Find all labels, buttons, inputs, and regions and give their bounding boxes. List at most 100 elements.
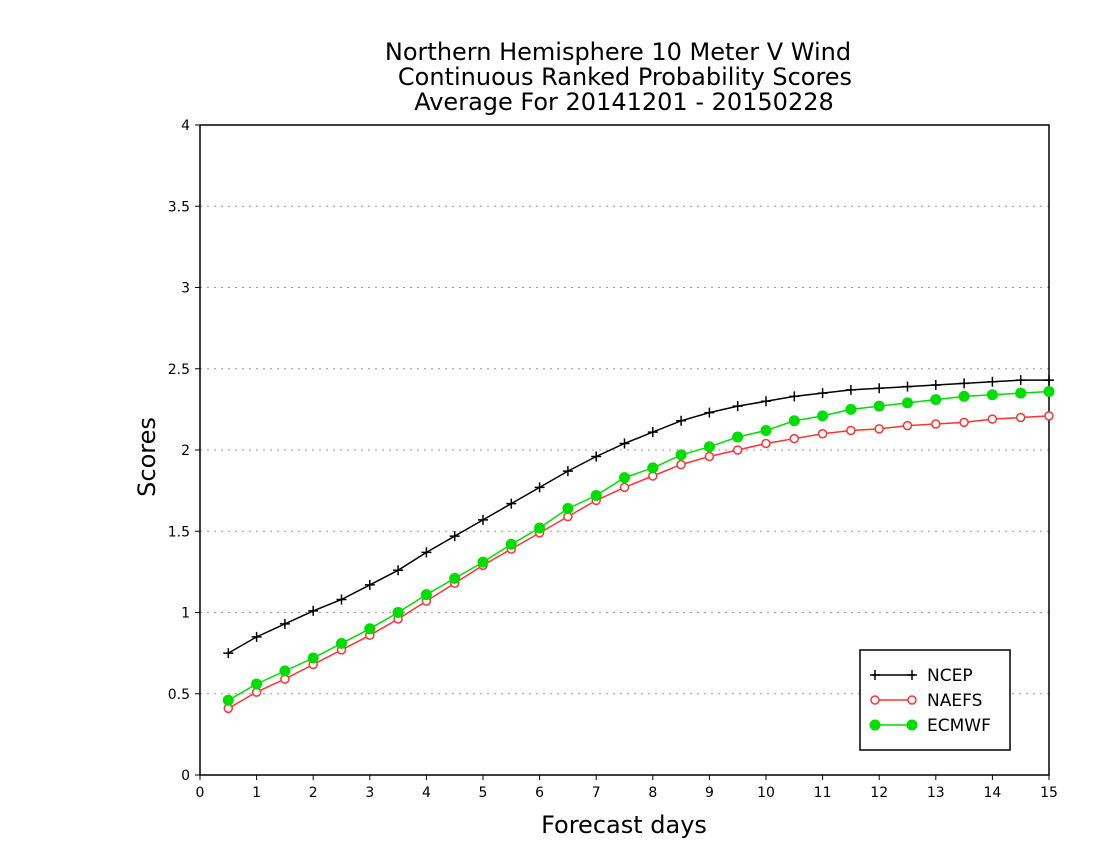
- data-point-filled-circle: [845, 403, 857, 415]
- data-point-plus: [907, 670, 917, 680]
- data-point-plus: [364, 579, 375, 590]
- x-tick-label: 0: [196, 785, 205, 801]
- data-point-filled-circle: [732, 431, 744, 443]
- legend: NCEP NAEFS ECMWF: [859, 649, 1011, 751]
- grid-lines: [200, 205, 1049, 695]
- y-tick-label: 2.5: [168, 362, 190, 378]
- y-tick-label: 1.5: [168, 524, 190, 540]
- data-point-plus: [308, 605, 319, 616]
- data-point-plus: [506, 498, 517, 509]
- data-point-filled-circle: [869, 719, 881, 731]
- series-ncep: [223, 375, 1054, 659]
- series-ecmwf: [222, 386, 1055, 706]
- data-point-plus: [761, 396, 771, 407]
- data-point-filled-circle: [505, 538, 517, 550]
- x-tick-label: 10: [757, 785, 775, 801]
- data-point-filled-circle: [251, 678, 263, 690]
- x-axis-tick-labels: 0 1 2 3 4 5 6 7 8 9 10 11 12 13 14 15: [196, 785, 1058, 801]
- data-point-filled-circle: [590, 490, 602, 501]
- chart-title-line-2: Continuous Ranked Probability Scores: [398, 63, 852, 91]
- legend-label: NAEFS: [927, 691, 982, 711]
- legend-item-ecmwf: ECMWF: [869, 716, 991, 736]
- data-point-open-circle: [907, 695, 917, 705]
- x-tick-label: 12: [870, 785, 888, 801]
- data-point-filled-circle: [986, 389, 998, 401]
- data-point-filled-circle: [817, 410, 829, 422]
- data-point-plus: [478, 514, 488, 525]
- data-point-open-circle: [704, 451, 715, 462]
- data-point-open-circle: [870, 695, 880, 705]
- data-point-filled-circle: [534, 522, 546, 534]
- data-point-filled-circle: [307, 652, 319, 664]
- data-point-filled-circle: [222, 694, 234, 706]
- data-point-filled-circle: [420, 589, 432, 601]
- x-tick-label: 14: [983, 785, 1001, 801]
- data-point-open-circle: [619, 482, 630, 493]
- legend-label: ECMWF: [927, 716, 991, 736]
- data-point-plus: [902, 381, 913, 392]
- data-point-open-circle: [902, 420, 913, 431]
- data-point-open-circle: [761, 438, 771, 449]
- data-point-filled-circle: [647, 462, 659, 474]
- data-point-open-circle: [987, 414, 998, 424]
- y-tick-label: 0: [181, 768, 190, 784]
- data-point-plus: [959, 378, 970, 389]
- data-point-plus: [930, 380, 941, 390]
- data-point-plus: [421, 547, 432, 558]
- data-point-open-circle: [1015, 412, 1026, 423]
- data-point-plus: [251, 631, 262, 642]
- y-tick-label: 2: [181, 443, 190, 459]
- data-point-open-circle: [931, 419, 941, 429]
- x-tick-label: 7: [592, 785, 601, 801]
- x-axis-label: Forecast days: [541, 811, 707, 839]
- data-point-plus: [647, 427, 658, 438]
- data-point-filled-circle: [562, 503, 574, 514]
- x-tick-label: 9: [705, 785, 714, 801]
- chart-title-line-1: Northern Hemisphere 10 Meter V Wind: [385, 38, 851, 66]
- data-point-plus: [704, 407, 715, 418]
- legend-label: NCEP: [927, 666, 973, 686]
- data-point-plus: [619, 438, 630, 449]
- legend-item-naefs: NAEFS: [870, 691, 982, 711]
- data-point-plus: [336, 594, 347, 605]
- data-point-plus: [732, 401, 743, 412]
- data-point-plus: [874, 383, 885, 394]
- data-point-plus: [789, 391, 800, 402]
- data-point-plus: [676, 415, 687, 426]
- x-tick-label: 15: [1040, 785, 1058, 801]
- data-point-filled-circle: [958, 390, 970, 402]
- y-tick-label: 3.5: [168, 199, 190, 215]
- chart-title-line-3: Average For 20141201 - 20150228: [414, 88, 834, 116]
- data-point-plus: [870, 670, 880, 680]
- y-tick-label: 4: [181, 118, 190, 134]
- data-point-open-circle: [959, 417, 969, 428]
- data-point-filled-circle: [873, 400, 885, 412]
- data-point-filled-circle: [619, 472, 630, 484]
- data-point-plus: [1015, 375, 1026, 386]
- data-point-open-circle: [874, 424, 884, 434]
- data-point-plus: [534, 482, 545, 493]
- data-point-filled-circle: [392, 607, 404, 618]
- x-tick-label: 8: [648, 785, 657, 801]
- data-point-open-circle: [817, 429, 828, 439]
- data-point-filled-circle: [336, 637, 347, 649]
- y-axis-tick-labels: 0 0.5 1 1.5 2 2.5 3 3.5 4: [168, 118, 190, 784]
- data-point-plus: [393, 565, 404, 576]
- x-tick-label: 6: [535, 785, 544, 801]
- x-tick-label: 5: [479, 785, 488, 801]
- data-point-filled-circle: [279, 665, 291, 677]
- data-point-plus: [449, 531, 460, 542]
- data-point-filled-circle: [902, 397, 913, 409]
- data-point-plus: [817, 388, 828, 399]
- data-point-open-circle: [846, 425, 856, 436]
- data-point-filled-circle: [1043, 386, 1055, 397]
- data-point-filled-circle: [760, 425, 772, 436]
- x-tick-label: 13: [927, 785, 945, 801]
- data-point-filled-circle: [906, 719, 918, 731]
- series-layer: [222, 375, 1055, 714]
- data-point-open-circle: [1044, 411, 1054, 421]
- x-tick-label: 3: [365, 785, 374, 801]
- data-point-plus: [591, 451, 602, 462]
- x-tick-label: 1: [252, 785, 261, 801]
